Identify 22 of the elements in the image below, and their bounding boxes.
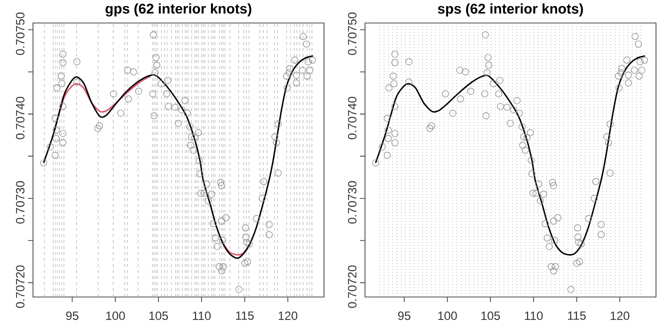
chart-title: gps (62 interior knots) <box>106 3 252 16</box>
y-tick-label: 0.70740 <box>348 96 356 140</box>
y-tick-label: 0.70720 <box>348 265 356 308</box>
x-tick-label: 105 <box>149 312 168 320</box>
x-tick-label: 120 <box>610 312 630 320</box>
y-tick-label: 0.70730 <box>16 181 24 224</box>
y-tick-label: 0.70750 <box>348 12 356 55</box>
x-tick-label: 100 <box>106 312 125 320</box>
y-tick-label: 0.70730 <box>348 181 356 224</box>
x-tick-label: 95 <box>66 312 78 320</box>
x-tick-label: 105 <box>481 312 500 320</box>
y-tick-label: 0.70750 <box>16 12 24 55</box>
x-tick-label: 115 <box>236 312 254 320</box>
x-tick-label: 110 <box>192 312 211 320</box>
x-tick-label: 100 <box>438 312 457 320</box>
x-tick-label: 110 <box>524 312 543 320</box>
x-tick-label: 115 <box>568 312 586 320</box>
y-tick-label: 0.70720 <box>16 265 24 308</box>
chart-title: sps (62 interior knots) <box>438 3 583 16</box>
x-tick-label: 120 <box>278 312 298 320</box>
x-tick-label: 95 <box>398 312 410 320</box>
y-tick-label: 0.70740 <box>16 96 24 140</box>
